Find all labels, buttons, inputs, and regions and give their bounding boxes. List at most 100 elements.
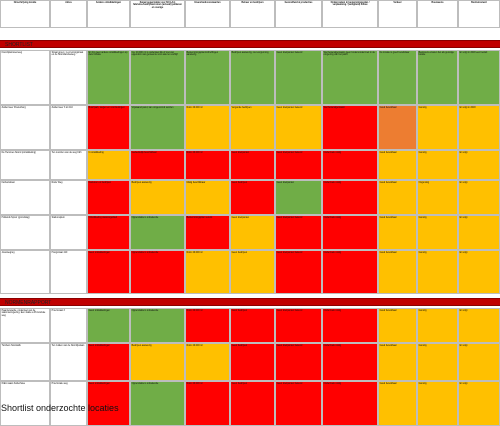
table-cell: Bedrijven aanwezig <box>130 180 185 215</box>
column-header: Andere ontwikkelingen <box>87 0 130 28</box>
table-cell: Zuidermeer Poelenburg <box>0 105 50 150</box>
table-cell: Er volgt <box>458 215 500 250</box>
column-header: Bouwwens <box>417 0 458 28</box>
table-cell: Stationsplein <box>50 215 87 250</box>
table-cell: Er volgt <box>458 381 500 426</box>
table-cell: Gunstig <box>417 215 458 250</box>
table-cell: Goed bereikbaar <box>378 250 417 294</box>
table-cell: Er volgt <box>458 180 500 215</box>
table-cell: Onderzoek nodig <box>322 381 378 426</box>
table-cell: Bestemmingsplan/ontheffingen aanwezig <box>185 50 230 105</box>
table-cell: Goed bereikbaar <box>378 105 417 150</box>
table-cell: Geen bedrijven <box>230 308 275 343</box>
table-row: Zuidermeer Poelenburg Zuidermeer 3 tot 11… <box>0 105 500 150</box>
column-header: Onderzoeken in bestemmingsplan / verplaa… <box>322 0 378 28</box>
table-cell: Oppervlakte is onbekende <box>130 381 185 426</box>
table-row: Noordplantsoenweg Straat groen: 1 en koni… <box>0 50 500 105</box>
table-cell: Er volgt <box>458 343 500 381</box>
table-cell: Gunstig <box>417 381 458 426</box>
table-cell: Geen knelpunten bekend <box>275 105 322 150</box>
table-cell: Gunstig <box>417 343 458 381</box>
table-cell: Onderzoek nodig <box>322 308 378 343</box>
table-cell: Wel bekendgemaakt, geen bodemonderzoek i… <box>322 50 378 105</box>
table-cell: Straat groen: 1 en koningstraat en de No… <box>50 50 87 105</box>
table-cell: Onderzoek nodig <box>322 250 378 294</box>
table-cell: Bedrijven aanwezig, niet vergunning <box>230 50 275 105</box>
column-header: Omschrijving locatie <box>0 0 50 28</box>
figure-caption: Shortlist onderzochte locaties <box>1 403 119 413</box>
table-cell: Geen knelpunten bekend <box>275 343 322 381</box>
column-header: Beslismoment <box>458 0 500 28</box>
table-cell: Kantoren en bedrijven <box>87 180 130 215</box>
table-cell: Onderzoek nodig <box>322 215 378 250</box>
table-cell: Geen knelpunten bekend <box>275 308 322 343</box>
column-header: Gezondheid & producties <box>275 0 322 28</box>
table-cell: Goed bereikbaar <box>378 180 417 215</box>
table-cell: Bedrijven aanwezig <box>130 343 185 381</box>
table-cell: Ruim 20.000 m² <box>185 381 230 426</box>
table-cell: Goed bereikbaar <box>378 343 417 381</box>
column-header: Kwaal opperviakte voor 66 (LAs) fabrieks… <box>130 0 185 28</box>
table-cell: Goed bereikbaar <box>378 308 417 343</box>
table-cell: In ontwikkeling <box>87 150 130 180</box>
table-cell: Gunstig <box>417 308 458 343</box>
table-cell: Geen knelpunten bekend <box>275 250 322 294</box>
column-header: Beheer en bedrijven <box>230 0 275 28</box>
column-header: Adres <box>50 0 87 28</box>
table-cell: Gunstig <box>417 250 458 294</box>
table-cell: Paardenweide, onderdeel van de stationso… <box>0 308 50 343</box>
table-row: Jouwwegrug Hoogstraat 410 Geen ontwikkelin… <box>0 250 500 294</box>
table-cell: Ruim 20.000 m² <box>185 250 230 294</box>
table-cell: Geen knelpunten bekend <box>275 381 322 426</box>
table-cell: Provinciaal 3 <box>50 308 87 343</box>
table-cell: Oppervlakte is onbekende <box>130 215 185 250</box>
table-cell: Ca. 20.000 m² is onderdeel ikk of niet v… <box>130 50 185 105</box>
table-cell: Hollands Spoor (grondslag) <box>0 215 50 250</box>
table-cell: Ruim 20.000 m² <box>185 105 230 150</box>
table-cell: Er volgt <box>458 150 500 180</box>
table-row: De Hemmes Noord (ontwikkeling) Ten noorde… <box>0 150 500 180</box>
table-cell: Onderzoek nodig <box>322 343 378 381</box>
table-cell: Geen knelpunten <box>230 215 275 250</box>
table-cell: Gedeeltelijk beschikbaar <box>130 150 185 180</box>
table-cell: Wel bekendgemaakt <box>322 105 378 150</box>
table-cell: Geen knelpunten <box>275 180 322 215</box>
table-cell: Vergunde bedrijven <box>230 105 275 150</box>
table-cell: Geen bedrijven <box>230 180 275 215</box>
table-cell: Noordplantsoenweg <box>0 50 50 105</box>
table-cell: Geen ontwikkelingen <box>87 343 130 381</box>
table-cell: Goed bereikbaar <box>378 381 417 426</box>
table-cell: Geen ontwikkelingen <box>87 250 130 294</box>
header-row: Omschrijving locatie Adres Andere ontwikke… <box>0 0 500 28</box>
table-cell: Ten zuiden van de Noorrijkslaan <box>50 343 87 381</box>
section-banner: SHORTLIST <box>0 40 500 48</box>
table-cell: Hoogstraat 410 <box>50 250 87 294</box>
table-cell: Farbazstraat <box>0 180 50 215</box>
table-cell: Geen knelpunten bekend <box>275 150 322 180</box>
table-cell: Buurtpark, wegen en voorzieningen <box>87 105 130 150</box>
table-cell: Goed bereikbaar <box>378 215 417 250</box>
table-cell: Jouwwegrug <box>0 250 50 294</box>
table-cell: Geen knelpunten <box>230 150 275 180</box>
table-cell: Geen bedrijven <box>230 343 275 381</box>
table-cell: Ruim 20.000 m² <box>185 150 230 180</box>
table-cell: Oppervlakte is onbekende <box>130 308 185 343</box>
table-cell: Geen knelpunten bekend <box>275 50 322 105</box>
table-cell: Goed bereikbaar <box>378 150 417 180</box>
table-cell: Geen bedrijven <box>230 250 275 294</box>
table-cell: Bewoners ervaren het als gunstige locati… <box>417 50 458 105</box>
table-row: Paardenweide, onderdeel van de stationso… <box>0 308 500 343</box>
table-cell: Ontwikkeling stationsgebied <box>87 215 130 250</box>
table-cell: Onderzoek nodig <box>322 150 378 180</box>
table-cell: Rode Weg <box>50 180 87 215</box>
table-cell: Ruim 20.000 m² <box>185 343 230 381</box>
table-cell: Zuidermeer 3 tot 110 <box>50 105 87 150</box>
table-cell: Geen ontwikkelingen <box>87 308 130 343</box>
table-cell: De locatie is goed bereikbaar <box>378 50 417 105</box>
table-cell: Geen bedrijven <box>230 381 275 426</box>
table-cell: Vrijstaand pand, kan omgevormd worden <box>130 105 185 150</box>
table-cell: Ongunstig <box>417 180 458 215</box>
table-cell: Er volgt in 2018 een besluit <box>458 50 500 105</box>
table-cell: Ten noorden van de weg Kdh <box>50 150 87 180</box>
table-cell: Tuinbers Noordeilk <box>0 343 50 381</box>
